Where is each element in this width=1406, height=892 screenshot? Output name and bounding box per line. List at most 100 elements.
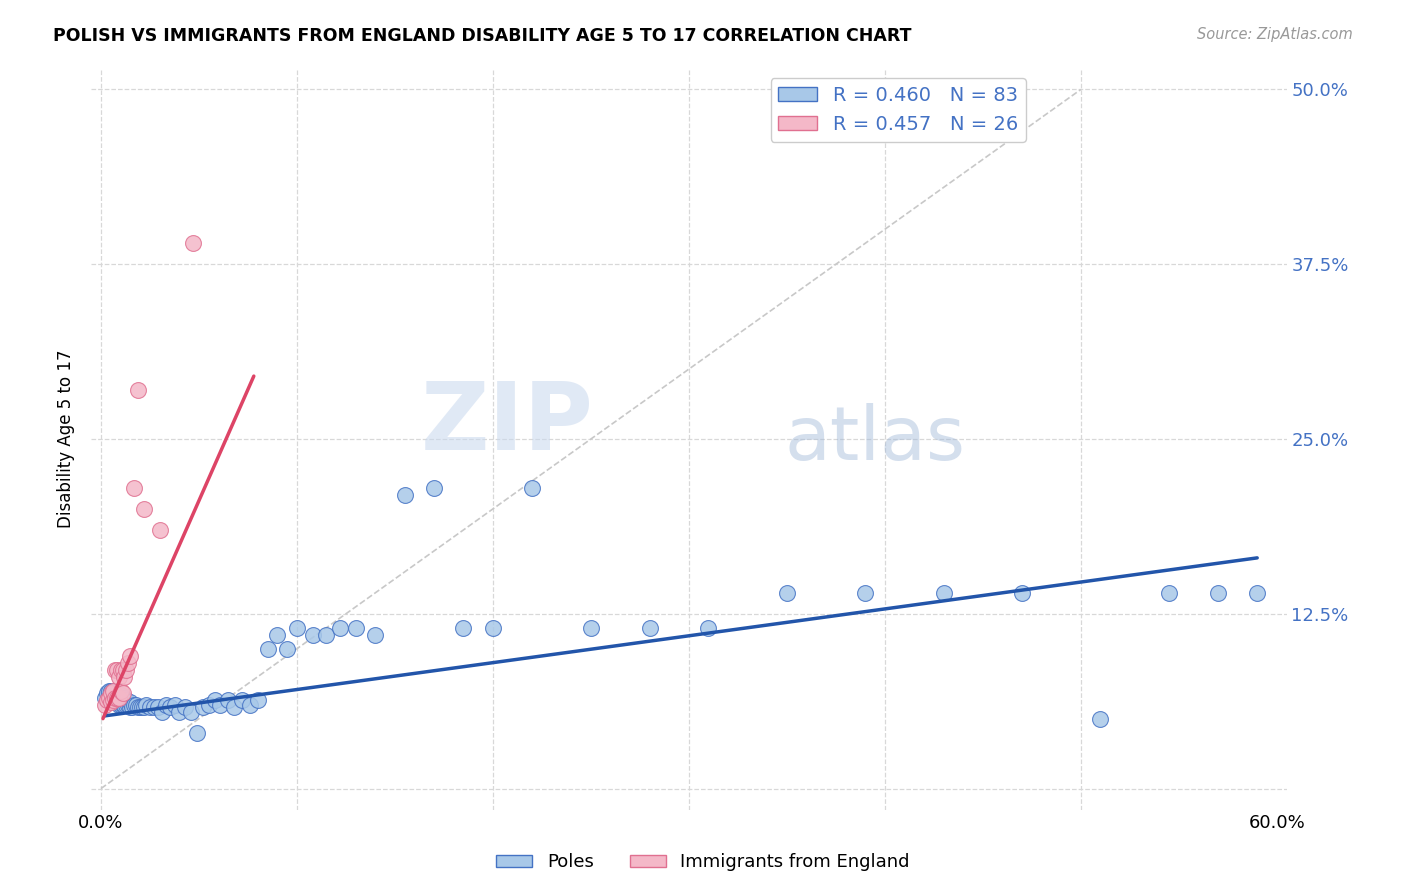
Point	[482, 621, 505, 635]
Point	[110, 698, 132, 712]
Point	[104, 695, 127, 709]
Point	[150, 705, 173, 719]
Y-axis label: Disability Age 5 to 17: Disability Age 5 to 17	[58, 350, 75, 528]
Legend: R = 0.460   N = 83, R = 0.457   N = 26: R = 0.460 N = 83, R = 0.457 N = 26	[770, 78, 1026, 142]
Point	[159, 700, 181, 714]
Point	[111, 698, 134, 712]
Text: ZIP: ZIP	[420, 378, 593, 470]
Point	[301, 628, 323, 642]
Point	[155, 698, 177, 712]
Point	[111, 663, 134, 677]
Point	[125, 698, 148, 712]
Point	[127, 700, 149, 714]
Point	[329, 621, 352, 635]
Point	[209, 698, 232, 712]
Point	[110, 683, 132, 698]
Point	[100, 690, 122, 705]
Point	[120, 700, 142, 714]
Text: atlas: atlas	[785, 402, 966, 475]
Point	[115, 698, 138, 712]
Point	[96, 686, 118, 700]
Point	[453, 621, 475, 635]
Point	[100, 686, 122, 700]
Point	[111, 690, 134, 705]
Point	[1206, 586, 1229, 600]
Point	[111, 686, 134, 700]
Point	[101, 690, 124, 704]
Point	[131, 700, 153, 714]
Point	[364, 628, 387, 642]
Point	[101, 683, 124, 698]
Point	[121, 700, 143, 714]
Point	[120, 695, 142, 709]
Point	[107, 670, 129, 684]
Point	[104, 690, 127, 704]
Point	[135, 698, 157, 712]
Point	[107, 693, 129, 707]
Point	[115, 693, 138, 707]
Point	[204, 693, 226, 707]
Point	[105, 690, 128, 705]
Point	[100, 683, 122, 698]
Point	[165, 698, 187, 712]
Point	[1090, 712, 1112, 726]
Point	[101, 693, 124, 707]
Point	[276, 641, 298, 656]
Point	[101, 693, 124, 707]
Point	[169, 705, 191, 719]
Text: Source: ZipAtlas.com: Source: ZipAtlas.com	[1197, 27, 1353, 42]
Point	[224, 700, 246, 714]
Point	[217, 693, 239, 707]
Point	[127, 383, 149, 397]
Point	[114, 670, 136, 684]
Point	[97, 688, 120, 702]
Point	[638, 621, 661, 635]
Point	[105, 690, 128, 705]
Point	[181, 236, 204, 251]
Point	[520, 481, 543, 495]
Point	[191, 700, 214, 714]
Point	[246, 693, 269, 707]
Point	[1157, 586, 1180, 600]
Point	[96, 693, 118, 707]
Point	[1246, 586, 1268, 600]
Point	[105, 686, 128, 700]
Point	[107, 698, 129, 712]
Point	[180, 705, 202, 719]
Point	[107, 690, 129, 705]
Point	[132, 502, 155, 516]
Point	[117, 656, 139, 670]
Point	[239, 698, 262, 712]
Point	[853, 586, 876, 600]
Point	[94, 690, 117, 705]
Point	[104, 690, 127, 705]
Point	[139, 700, 162, 714]
Point	[110, 663, 132, 677]
Point	[344, 621, 367, 635]
Point	[122, 698, 145, 712]
Point	[97, 690, 120, 705]
Point	[174, 700, 197, 714]
Point	[315, 628, 337, 642]
Point	[256, 641, 278, 656]
Point	[94, 698, 117, 712]
Point	[117, 698, 139, 712]
Point	[114, 690, 136, 705]
Point	[115, 663, 138, 677]
Point	[186, 725, 208, 739]
Text: POLISH VS IMMIGRANTS FROM ENGLAND DISABILITY AGE 5 TO 17 CORRELATION CHART: POLISH VS IMMIGRANTS FROM ENGLAND DISABI…	[53, 27, 912, 45]
Point	[285, 621, 308, 635]
Point	[107, 688, 129, 702]
Point	[105, 695, 128, 709]
Point	[132, 700, 155, 714]
Point	[423, 481, 446, 495]
Point	[149, 523, 172, 537]
Point	[231, 693, 253, 707]
Point	[197, 698, 219, 712]
Point	[932, 586, 955, 600]
Point	[114, 698, 136, 712]
Point	[104, 683, 127, 698]
Point	[146, 700, 169, 714]
Point	[100, 695, 122, 709]
Point	[142, 700, 165, 714]
